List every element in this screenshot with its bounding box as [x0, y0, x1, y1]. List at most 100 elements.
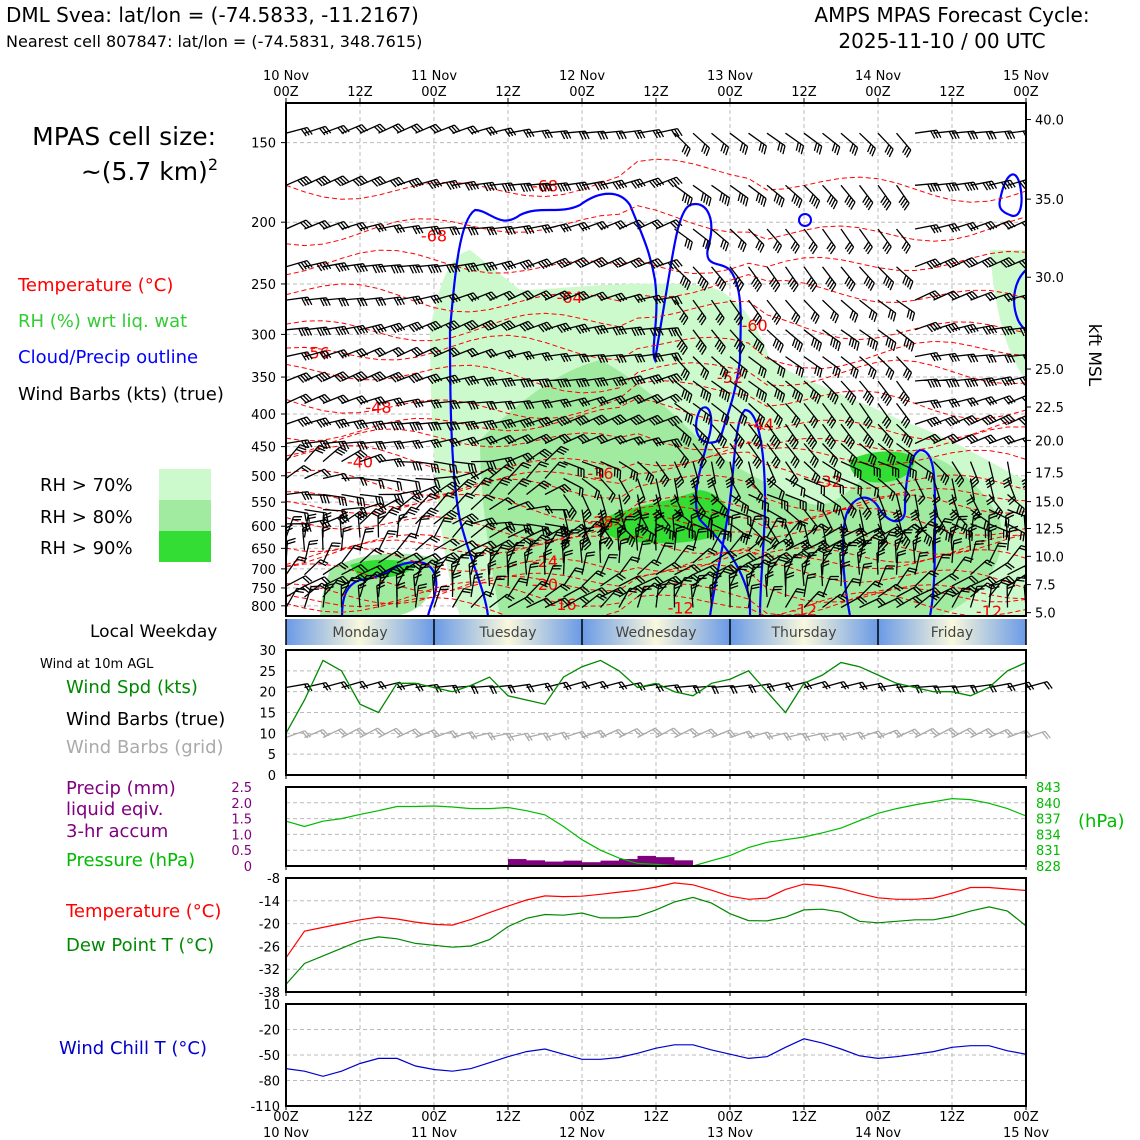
wind-barb: [711, 564, 738, 576]
wind-barb: [581, 570, 606, 587]
wind-barb: [969, 461, 980, 489]
wind-barb-true: [748, 683, 776, 693]
wind-barb: [859, 423, 875, 449]
wind-barb: [822, 493, 842, 516]
legend-wind-spd: Wind Spd (kts): [66, 677, 198, 698]
wind-barb: [933, 590, 957, 608]
wind-barb: [634, 524, 644, 551]
precip-tick-label: 1.0: [231, 828, 252, 843]
wind-barb: [322, 297, 350, 307]
wind-barb: [1025, 228, 1026, 229]
wind-barb: [452, 292, 480, 302]
hour-tick-label: 12Z: [791, 85, 817, 100]
wind-barb: [933, 573, 960, 587]
wind-barb: [766, 552, 794, 564]
height-tick-label: 10.0: [1035, 550, 1064, 565]
pressure-tick-label: 700: [251, 563, 276, 578]
wind-barb-true: [581, 680, 609, 690]
height-tick-label: 5.0: [1035, 607, 1056, 622]
bottom-hour-label: 00Z: [717, 1110, 743, 1125]
wind-barb: [988, 220, 1016, 230]
wind-barb: [951, 575, 979, 587]
wind-barb: [322, 493, 348, 507]
wind-barb: [600, 376, 628, 387]
wind-barb: [470, 435, 498, 446]
wind-barb: [932, 554, 952, 575]
precip-bar: [563, 860, 582, 866]
temp-tick-label: -20: [259, 918, 280, 933]
wind-barb: [803, 423, 818, 450]
wind-barb: [396, 439, 424, 450]
kft-axis-label: kft MSL: [1084, 324, 1104, 387]
wind-barb: [523, 548, 533, 575]
cell-size-label: MPAS cell size:: [32, 122, 216, 151]
wind-barb: [859, 527, 886, 539]
wind-barb: [303, 585, 320, 608]
height-tick-label: 25.0: [1035, 363, 1064, 378]
wind-barb: [747, 299, 763, 326]
wind-barb: [951, 377, 979, 388]
wind-barb: [544, 322, 572, 334]
pressure-tick-label: 450: [251, 441, 276, 456]
wind-barb: [1007, 494, 1025, 518]
wind-barb: [561, 536, 571, 563]
wind-barb: [618, 436, 646, 446]
wind-barb: [1005, 511, 1015, 538]
isotherm-label: -36: [587, 464, 613, 483]
wind-barb: [507, 452, 535, 463]
wind-barb: [914, 258, 942, 270]
wind-barb: [877, 523, 889, 551]
hour-tick-label: 00Z: [865, 85, 891, 100]
precip-tick-label: 0: [244, 860, 252, 875]
wind-barb: [877, 299, 897, 322]
legend-cloud: Cloud/Precip outline: [18, 347, 198, 368]
wind-barb: [692, 266, 709, 291]
wind-barb: [286, 439, 313, 449]
wind-barb: [729, 523, 749, 545]
wind-barb: [544, 290, 572, 301]
wind-barb: [970, 414, 998, 426]
wind-barb: [600, 478, 616, 503]
wind-barb: [858, 494, 872, 521]
wind-barb: [415, 373, 443, 385]
wind-barb: [729, 228, 747, 253]
wind-barb: [322, 220, 350, 231]
wind-barb: [970, 434, 998, 445]
wind-barb: [563, 257, 591, 269]
wind-barb: [599, 523, 614, 550]
cell-size-exponent: 2: [208, 155, 218, 174]
wind-barb: [357, 511, 367, 538]
wind-barb: [489, 400, 516, 410]
legend-chill: Wind Chill T (°C): [59, 1038, 207, 1059]
wind-barb: [729, 512, 741, 538]
panel-frame: [285, 877, 1027, 993]
wind-barb: [784, 423, 799, 450]
wind-barb: [452, 492, 476, 511]
wind-barb: [840, 403, 855, 429]
hour-tick-label: 12Z: [939, 85, 965, 100]
wind-barb: [766, 329, 784, 353]
wind-barb: [396, 495, 422, 511]
wind-barb: [747, 443, 762, 469]
wind-barb: [637, 219, 664, 230]
wind-barb: [600, 130, 627, 140]
wind-barb: [877, 132, 894, 158]
wind-barb: [526, 258, 554, 270]
wind-barb: [322, 446, 348, 463]
wind-barb: [748, 402, 766, 427]
wind-barb: [415, 493, 439, 511]
wind-barb: [951, 461, 965, 488]
wind-barb: [618, 575, 646, 587]
isotherm: [286, 474, 1026, 512]
precip-tick-label: 1.5: [231, 813, 252, 828]
wind-barb: [301, 524, 311, 551]
wind-barb: [581, 353, 609, 364]
wind-barb: [820, 560, 830, 587]
wind-barb: [840, 596, 868, 609]
wind-barb: [655, 176, 683, 188]
wind-barb: [1007, 179, 1026, 189]
wind-barb-true: [563, 680, 591, 690]
wind-barb: [711, 423, 728, 449]
precip-bar: [582, 862, 601, 866]
